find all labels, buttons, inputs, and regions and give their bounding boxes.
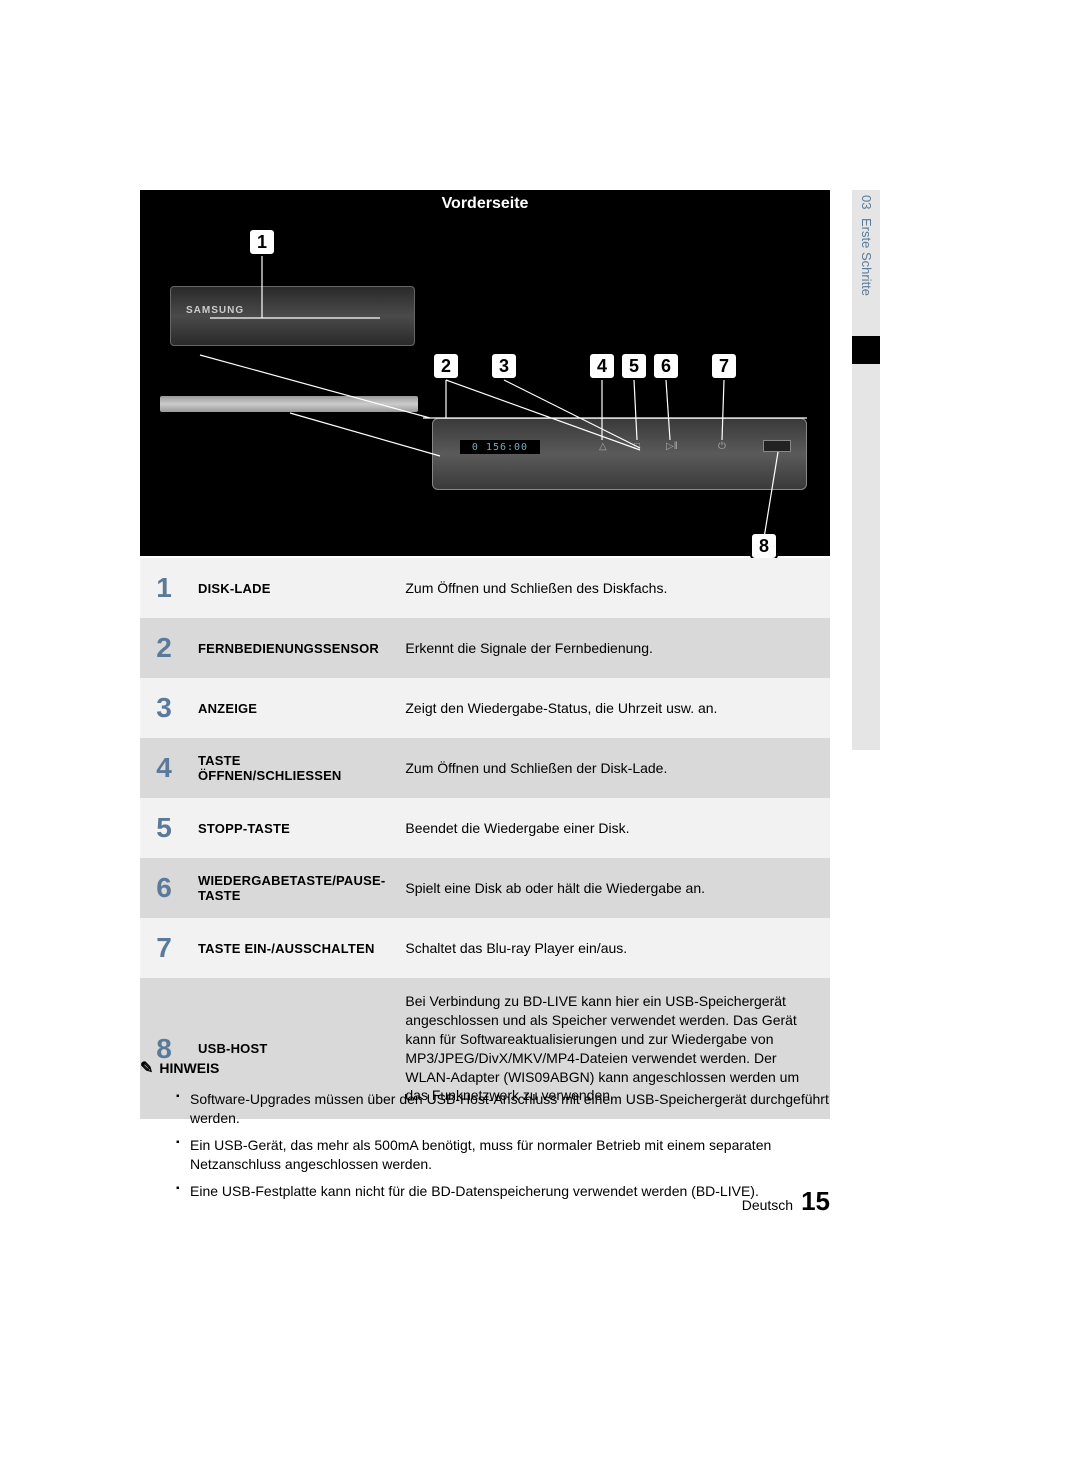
detail-panel-illustration: [432, 418, 807, 490]
note-block: ✎ HINWEIS Software-Upgrades müssen über …: [140, 1058, 830, 1204]
side-tab-dark: [852, 336, 880, 364]
page-footer: Deutsch 15: [140, 1186, 830, 1217]
callout-7: 7: [710, 352, 738, 380]
footer-lang: Deutsch: [742, 1197, 793, 1213]
part-number: 3: [140, 678, 188, 738]
callout-4: 4: [588, 352, 616, 380]
part-label: TASTE EIN-/AUSSCHALTEN: [188, 918, 395, 978]
device-tray-illustration: [160, 396, 418, 412]
callout-6: 6: [652, 352, 680, 380]
table-row: 3ANZEIGEZeigt den Wiedergabe-Status, die…: [140, 678, 830, 738]
device-front-illustration: [170, 286, 415, 346]
callout-2: 2: [432, 352, 460, 380]
table-row: 2FERNBEDIENUNGSSENSORErkennt die Signale…: [140, 618, 830, 678]
part-description: Schaltet das Blu-ray Player ein/aus.: [395, 918, 830, 978]
callout-1: 1: [248, 228, 276, 256]
header-title: Vorderseite: [140, 190, 830, 218]
part-number: 7: [140, 918, 188, 978]
power-icon: ⏻: [718, 441, 726, 452]
part-number: 6: [140, 858, 188, 918]
callout-8: 8: [750, 532, 778, 560]
callout-3: 3: [490, 352, 518, 380]
table-row: 1DISK-LADEZum Öffnen und Schließen des D…: [140, 558, 830, 618]
note-item: Ein USB-Gerät, das mehr als 500mA benöti…: [176, 1132, 830, 1178]
part-description: Beendet die Wiedergabe einer Disk.: [395, 798, 830, 858]
side-tab-chapter: 03: [859, 195, 874, 209]
part-description: Zum Öffnen und Schließen der Disk-Lade.: [395, 738, 830, 798]
play-pause-icon: ▷‖: [666, 441, 678, 452]
table-row: 4TASTE ÖFFNEN/SCHLIESSENZum Öffnen und S…: [140, 738, 830, 798]
part-label: DISK-LADE: [188, 558, 395, 618]
brand-label: SAMSUNG: [186, 305, 244, 316]
callout-5: 5: [620, 352, 648, 380]
display-time: 0 156:00: [460, 440, 540, 454]
note-icon: ✎: [140, 1058, 153, 1078]
diagram-bg: [140, 218, 830, 556]
table-row: 5STOPP-TASTEBeendet die Wiedergabe einer…: [140, 798, 830, 858]
note-heading-text: HINWEIS: [159, 1060, 219, 1076]
part-description: Zum Öffnen und Schließen des Diskfachs.: [395, 558, 830, 618]
part-label: WIEDERGABETASTE/PAUSE-TASTE: [188, 858, 395, 918]
side-tab-title: Erste Schritte: [859, 218, 874, 296]
part-label: STOPP-TASTE: [188, 798, 395, 858]
note-item: Software-Upgrades müssen über den USB-Ho…: [176, 1086, 830, 1132]
footer-page-number: 15: [801, 1186, 830, 1217]
eject-icon: △: [599, 441, 607, 452]
table-row: 6WIEDERGABETASTE/PAUSE-TASTESpielt eine …: [140, 858, 830, 918]
table-row: 7TASTE EIN-/AUSSCHALTENSchaltet das Blu-…: [140, 918, 830, 978]
part-description: Spielt eine Disk ab oder hält die Wieder…: [395, 858, 830, 918]
parts-table: 1DISK-LADEZum Öffnen und Schließen des D…: [140, 558, 830, 1119]
usb-port-illustration: [763, 440, 791, 452]
part-number: 4: [140, 738, 188, 798]
stop-icon: □: [634, 441, 640, 452]
part-label: FERNBEDIENUNGSSENSOR: [188, 618, 395, 678]
part-label: ANZEIGE: [188, 678, 395, 738]
part-number: 1: [140, 558, 188, 618]
part-number: 2: [140, 618, 188, 678]
part-number: 5: [140, 798, 188, 858]
part-label: TASTE ÖFFNEN/SCHLIESSEN: [188, 738, 395, 798]
part-description: Erkennt die Signale der Fernbedienung.: [395, 618, 830, 678]
part-description: Zeigt den Wiedergabe-Status, die Uhrzeit…: [395, 678, 830, 738]
